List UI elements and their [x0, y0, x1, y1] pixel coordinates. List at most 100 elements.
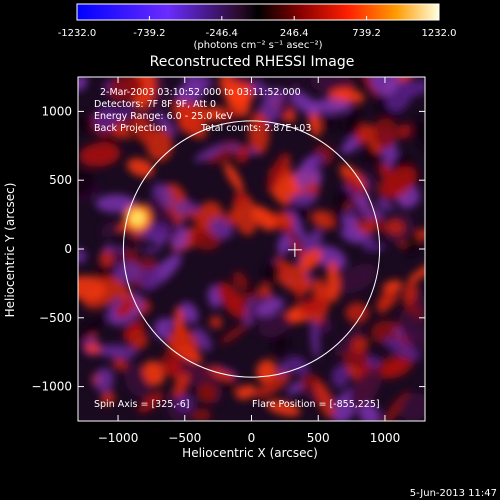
emission-blob — [113, 261, 142, 284]
emission-blob — [244, 81, 272, 95]
emission-blob — [368, 139, 382, 155]
emission-blob — [154, 109, 177, 136]
emission-blob — [102, 276, 132, 300]
emission-blob — [95, 194, 137, 213]
emission-blob — [403, 232, 421, 257]
emission-blob — [217, 282, 247, 319]
emission-blob — [95, 344, 138, 359]
emission-blob — [127, 237, 160, 250]
y-tick-label: 0 — [64, 242, 72, 256]
emission-blob — [344, 188, 366, 228]
emission-blob — [192, 327, 212, 352]
emission-blob — [255, 372, 291, 399]
emission-blob — [290, 191, 317, 206]
emission-blob — [273, 212, 294, 228]
emission-blob — [78, 169, 96, 197]
emission-blob — [382, 359, 408, 377]
emission-blob — [248, 111, 270, 155]
y-tick-label: −1000 — [31, 380, 72, 394]
emission-blob — [100, 391, 116, 406]
annotation-flare-position: Flare Position = [-855,225] — [252, 399, 380, 410]
emission-blob — [126, 158, 155, 177]
emission-blob — [220, 109, 237, 122]
emission-blob — [165, 358, 182, 377]
emission-blob — [383, 337, 422, 361]
emission-blob — [289, 212, 306, 243]
emission-blob — [112, 357, 127, 371]
emission-blob — [311, 210, 336, 230]
emission-blob — [180, 301, 199, 324]
emission-blob — [378, 166, 417, 200]
solar-limb-circle — [122, 120, 381, 378]
emission-blob — [266, 153, 286, 193]
emission-blob — [302, 156, 317, 168]
spin-axis-marker — [287, 242, 302, 257]
emission-blob — [220, 323, 249, 345]
emission-blob — [93, 106, 118, 132]
emission-blob — [348, 369, 382, 408]
emission-blob — [323, 116, 338, 131]
emission-blob — [334, 327, 362, 356]
emission-blob — [400, 393, 425, 421]
x-tick-label: 0 — [248, 431, 256, 445]
annotation-energy: Energy Range: 6.0 - 25.0 keV — [94, 111, 233, 122]
emission-blob — [121, 354, 134, 370]
emission-blob — [375, 198, 394, 211]
emission-blob — [337, 263, 377, 294]
emission-blob — [342, 346, 369, 370]
emission-blob — [361, 77, 379, 98]
y-tick-label: −500 — [39, 311, 72, 325]
colorbar-ticks: -1232.0 -739.2 -246.4 246.4 739.2 1232.0 — [58, 16, 457, 39]
emission-blob — [78, 248, 87, 264]
emission-blob — [382, 279, 403, 294]
emission-blob — [255, 297, 285, 317]
x-axis-label: Heliocentric X (arcsec) — [182, 446, 318, 460]
colorbar-unit-label: (photons cm⁻² s⁻¹ asec⁻²) — [193, 40, 322, 51]
y-axis: −1000 −500 0 500 1000 — [31, 104, 425, 394]
colorbar-tick-label: -739.2 — [133, 28, 165, 39]
emission-blob — [173, 372, 190, 398]
x-tick-label: −1000 — [98, 431, 139, 445]
emission-blob — [342, 108, 362, 138]
y-tick-label: 500 — [49, 173, 72, 187]
emission-blob — [402, 280, 418, 305]
emission-blob — [196, 382, 218, 404]
x-tick-label: 1000 — [370, 431, 401, 445]
emission-blob — [357, 123, 377, 143]
colorbar-tick-label: 246.4 — [280, 28, 309, 39]
emission-blob — [291, 91, 319, 116]
emission-blob — [314, 380, 335, 419]
emission-blob — [256, 359, 278, 384]
emission-blob — [277, 81, 301, 119]
emission-blob — [79, 142, 121, 167]
emission-blob — [123, 319, 145, 342]
emission-blob — [191, 408, 212, 421]
colorbar-tick-label: -1232.0 — [58, 28, 97, 39]
emission-blob — [398, 123, 411, 139]
y-axis-label: Heliocentric Y (arcsec) — [3, 183, 17, 318]
emission-blob — [175, 82, 205, 103]
annotation-method: Back Projection — [94, 123, 167, 134]
emission-blob — [407, 261, 425, 283]
colorbar — [76, 3, 440, 21]
emission-blob — [229, 77, 265, 85]
emission-blob — [261, 261, 281, 284]
emission-blob — [170, 327, 199, 355]
emission-blob — [234, 190, 247, 207]
annotation-total-counts: Total counts: 2.87E+03 — [200, 123, 311, 134]
emission-blob — [209, 315, 223, 329]
emission-blob — [232, 271, 248, 290]
emission-blob — [138, 267, 161, 291]
emission-blob — [275, 255, 291, 280]
emission-blob — [236, 144, 250, 164]
emission-blob — [310, 77, 332, 92]
emission-blob — [138, 391, 164, 413]
emission-blob — [343, 174, 369, 198]
x-tick-label: −500 — [168, 431, 201, 445]
emission-blob — [345, 302, 370, 324]
emission-blob — [225, 85, 250, 117]
emission-blob — [224, 162, 244, 192]
emission-blob — [271, 334, 290, 356]
emission-blob — [358, 403, 381, 421]
